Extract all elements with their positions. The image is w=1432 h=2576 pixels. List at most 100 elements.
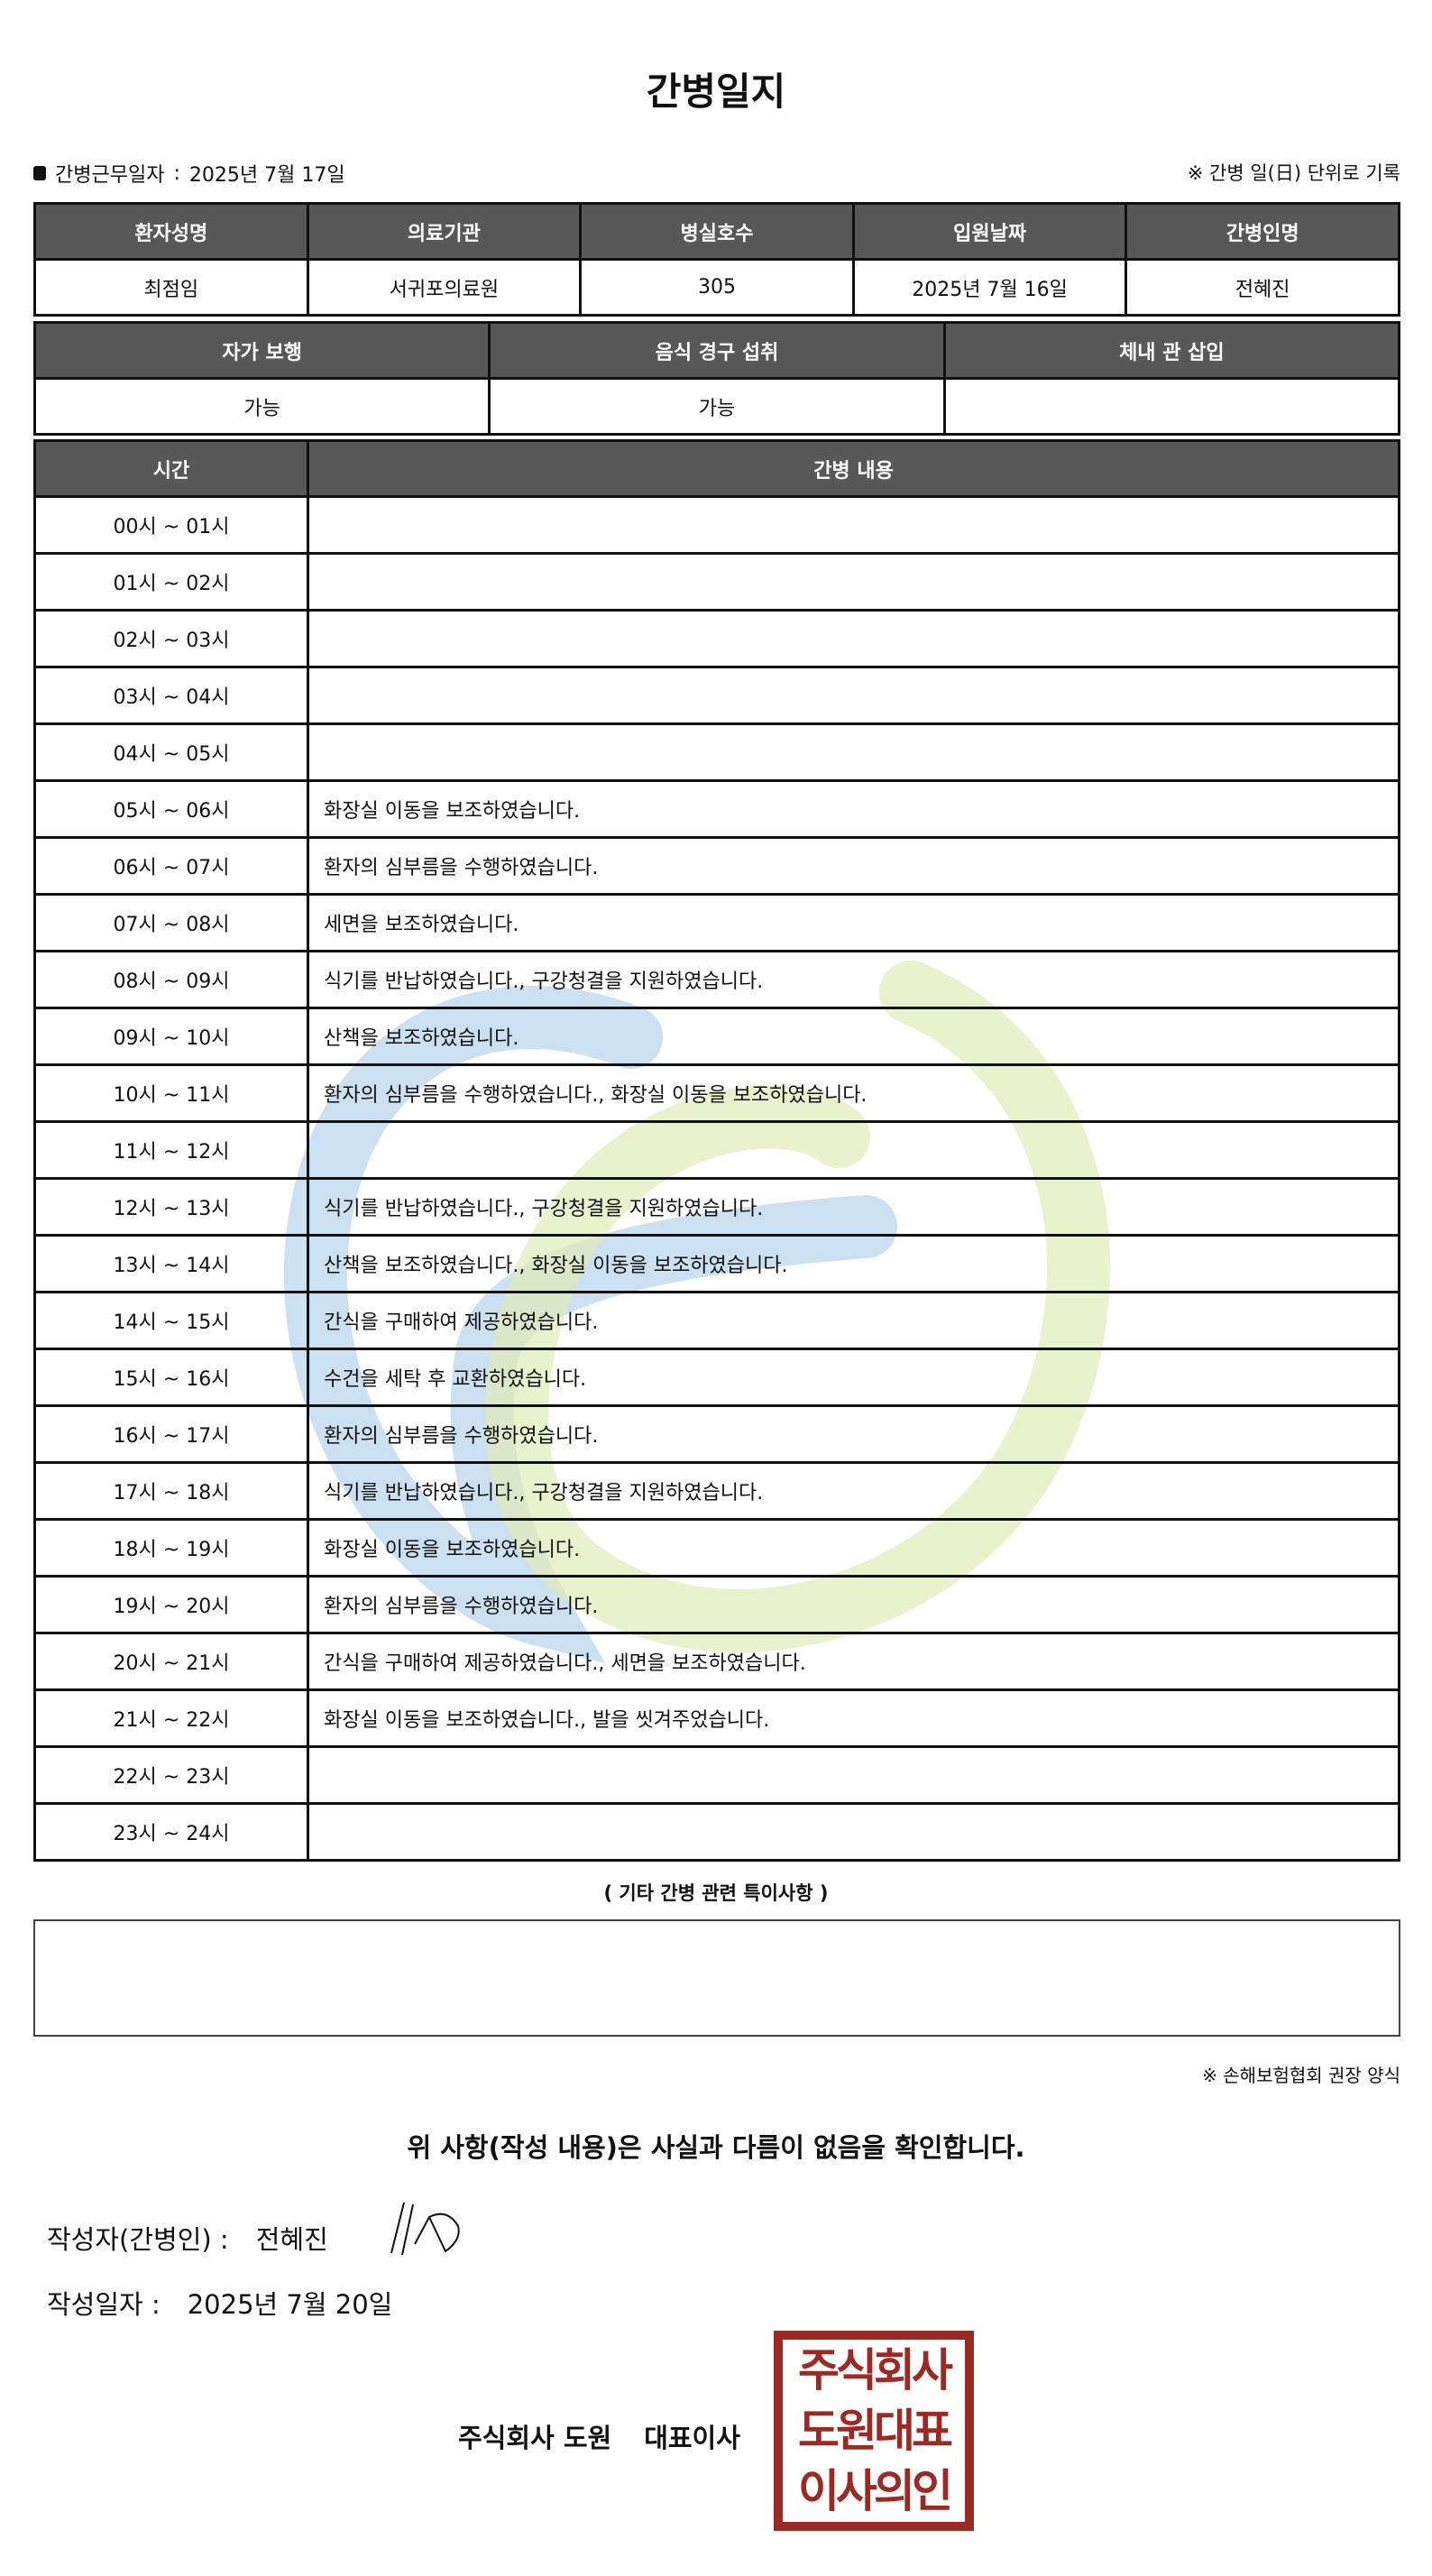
content-cell: 환자의 심부름을 수행하였습니다. — [307, 1404, 1400, 1464]
content-cell — [307, 495, 1400, 555]
content-cell: 화장실 이동을 보조하였습니다. — [307, 779, 1400, 839]
table-row: 07시 ~ 08시 세면을 보조하였습니다. — [33, 893, 1400, 952]
table-row: 10시 ~ 11시 환자의 심부름을 수행하였습니다., 화장실 이동을 보조하였… — [33, 1063, 1400, 1123]
time-cell: 00시 ~ 01시 — [33, 495, 309, 555]
time-cell: 02시 ~ 03시 — [33, 609, 309, 668]
table-row: 22시 ~ 23시 — [33, 1745, 1400, 1805]
time-cell: 23시 ~ 24시 — [33, 1802, 309, 1862]
content-cell — [307, 1745, 1400, 1805]
notes-box — [33, 1919, 1400, 2037]
company-seal: 주식회사 도원대표 이사의인 — [774, 2331, 974, 2531]
time-cell: 22시 ~ 23시 — [33, 1745, 309, 1805]
header-cell: 입원날짜 — [851, 202, 1128, 261]
time-cell: 21시 ~ 22시 — [33, 1688, 309, 1748]
care-log-table: 시간 간병 내용 00시 ~ 01시 01시 ~ 02시 02시 ~ 03시 03시 ~… — [33, 439, 1400, 1862]
header-cell: 자가 보행 — [32, 321, 491, 380]
time-cell: 19시 ~ 20시 — [33, 1575, 309, 1634]
time-cell: 15시 ~ 16시 — [33, 1348, 309, 1407]
table-row: 12시 ~ 13시 식기를 반납하였습니다., 구강청결을 지원하였습니다. — [33, 1177, 1400, 1237]
work-date-value: 2025년 7월 17일 — [188, 164, 345, 187]
date-value: 2025년 7월 20일 — [187, 2289, 393, 2320]
writer-line: 작성자(간병인) : 전혜진 — [47, 2202, 501, 2262]
table-row: 11시 ~ 12시 — [33, 1120, 1400, 1180]
time-cell: 16시 ~ 17시 — [33, 1404, 309, 1464]
content-cell — [307, 722, 1400, 782]
table-row: 14시 ~ 15시 간식을 구매하여 제공하였습니다. — [33, 1291, 1400, 1350]
time-cell: 03시 ~ 04시 — [33, 666, 309, 725]
bullet-icon — [33, 166, 46, 180]
time-cell: 07시 ~ 08시 — [33, 893, 309, 952]
seal-line: 이사의인 — [798, 2465, 953, 2518]
content-cell — [307, 1802, 1400, 1862]
header-cell: 체내 관 삽입 — [942, 321, 1401, 380]
seal-line: 도원대표 — [798, 2404, 953, 2457]
insurance-note: ※ 손해보험협회 권장 양식 — [1202, 2065, 1400, 2086]
content-cell: 수건을 세탁 후 교환하였습니다. — [307, 1348, 1400, 1407]
content-cell: 환자의 심부름을 수행하였습니다., 화장실 이동을 보조하였습니다. — [307, 1063, 1400, 1123]
table-row: 19시 ~ 20시 환자의 심부름을 수행하였습니다. — [33, 1575, 1400, 1634]
table-row: 01시 ~ 02시 — [33, 552, 1400, 612]
table-row: 16시 ~ 17시 환자의 심부름을 수행하였습니다. — [33, 1404, 1400, 1464]
time-cell: 14시 ~ 15시 — [33, 1291, 309, 1350]
table-row: 15시 ~ 16시 수건을 세탁 후 교환하였습니다. — [33, 1348, 1400, 1407]
header-cell: 간병인명 — [1124, 202, 1400, 261]
header-cell: 의료기관 — [306, 202, 583, 261]
table-row: 06시 ~ 07시 환자의 심부름을 수행하였습니다. — [33, 836, 1400, 896]
patient-info-table: 환자성명 의료기관 병실호수 입원날짜 간병인명 최점임 서귀포의료원 305 2025년 7… — [33, 202, 1400, 317]
content-cell: 산책을 보조하였습니다. — [307, 1007, 1400, 1066]
time-cell: 13시 ~ 14시 — [33, 1234, 309, 1293]
time-cell: 12시 ~ 13시 — [33, 1177, 309, 1237]
header-time: 시간 — [33, 439, 309, 498]
content-cell: 환자의 심부름을 수행하였습니다. — [307, 1575, 1400, 1634]
confirmation-statement: 위 사항(작성 내용)은 사실과 다름이 없음을 확인합니다. — [407, 2132, 1025, 2163]
time-cell: 17시 ~ 18시 — [33, 1461, 309, 1521]
content-cell: 식기를 반납하였습니다., 구강청결을 지원하였습니다. — [307, 950, 1400, 1009]
time-cell: 01시 ~ 02시 — [33, 552, 309, 612]
time-cell: 08시 ~ 09시 — [33, 950, 309, 1009]
content-cell — [307, 552, 1400, 612]
time-cell: 18시 ~ 19시 — [33, 1518, 309, 1578]
content-cell: 식기를 반납하였습니다., 구강청결을 지원하였습니다. — [307, 1177, 1400, 1237]
content-cell — [307, 666, 1400, 725]
content-cell: 간식을 구매하여 제공하였습니다., 세면을 보조하였습니다. — [307, 1632, 1400, 1691]
time-cell: 05시 ~ 06시 — [33, 779, 309, 839]
content-cell: 식기를 반납하였습니다., 구강청결을 지원하였습니다. — [307, 1461, 1400, 1521]
header-cell: 음식 경구 섭취 — [488, 321, 946, 380]
content-cell: 산책을 보조하였습니다., 화장실 이동을 보조하였습니다. — [307, 1234, 1400, 1293]
content-cell: 화장실 이동을 보조하였습니다. — [307, 1518, 1400, 1578]
content-cell: 화장실 이동을 보조하였습니다., 발을 씻겨주었습니다. — [307, 1688, 1400, 1748]
colon: : — [173, 161, 180, 185]
self-walking: 가능 — [32, 377, 491, 436]
date-label: 작성일자 : — [47, 2289, 161, 2320]
signature — [390, 2202, 460, 2256]
table-row: 17시 ~ 18시 식기를 반납하였습니다., 구강청결을 지원하였습니다. — [33, 1461, 1400, 1521]
page-title: 간병일지 — [646, 69, 786, 114]
time-cell: 10시 ~ 11시 — [33, 1063, 309, 1123]
table-row: 13시 ~ 14시 산책을 보조하였습니다., 화장실 이동을 보조하였습니다. — [33, 1234, 1400, 1293]
table-row: 21시 ~ 22시 화장실 이동을 보조하였습니다., 발을 씻겨주었습니다. — [33, 1688, 1400, 1748]
table-row: 05시 ~ 06시 화장실 이동을 보조하였습니다. — [33, 779, 1400, 839]
header-cell: 환자성명 — [33, 202, 309, 261]
tube-insertion — [942, 377, 1401, 436]
unit-note: ※ 간병 일(日) 단위로 기록 — [1187, 162, 1400, 184]
table-row: 20시 ~ 21시 간식을 구매하여 제공하였습니다., 세면을 보조하였습니다. — [33, 1632, 1400, 1691]
table-row: 02시 ~ 03시 — [33, 609, 1400, 668]
content-cell: 간식을 구매하여 제공하였습니다. — [307, 1291, 1400, 1350]
room-number: 305 — [579, 258, 855, 317]
content-cell: 세면을 보조하였습니다. — [307, 893, 1400, 952]
content-cell — [307, 609, 1400, 668]
patient-name: 최점임 — [33, 258, 309, 317]
content-cell — [307, 1120, 1400, 1180]
writer-name: 전혜진 — [255, 2224, 328, 2255]
table-row: 23시 ~ 24시 — [33, 1802, 1400, 1862]
time-cell: 04시 ~ 05시 — [33, 722, 309, 782]
caregiver-name: 전혜진 — [1124, 258, 1400, 317]
company-name: 주식회사 도원 — [458, 2423, 612, 2453]
time-cell: 11시 ~ 12시 — [33, 1120, 309, 1180]
time-cell: 09시 ~ 10시 — [33, 1007, 309, 1066]
work-date: 간병근무일자 : 2025년 7월 17일 — [33, 159, 345, 188]
table-row: 08시 ~ 09시 식기를 반납하였습니다., 구강청결을 지원하였습니다. — [33, 950, 1400, 1009]
content-cell: 환자의 심부름을 수행하였습니다. — [307, 836, 1400, 896]
patient-status-table: 자가 보행 음식 경구 섭취 체내 관 삽입 가능 가능 — [32, 321, 1401, 436]
table-row: 18시 ~ 19시 화장실 이동을 보조하였습니다. — [33, 1518, 1400, 1578]
